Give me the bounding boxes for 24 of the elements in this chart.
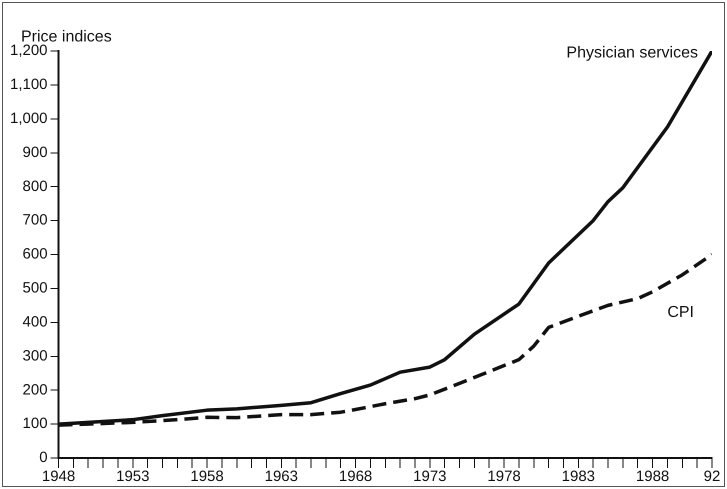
x-tick-label: 1968 [338, 468, 372, 486]
y-tick-label: 1,100 [10, 76, 48, 94]
x-tick-label: 1958 [190, 468, 224, 486]
series-label: CPI [667, 304, 694, 321]
y-tick-label: 300 [22, 347, 48, 364]
y-tick-label: 1,000 [10, 110, 48, 127]
x-tick-label: 1963 [264, 468, 298, 486]
y-tick-label: 200 [22, 381, 48, 398]
y-tick-label: 900 [22, 144, 48, 161]
y-tick-label: 800 [22, 178, 48, 195]
y-tick-label: 400 [22, 313, 48, 330]
series-label: Physician services [566, 44, 698, 62]
x-tick-label: 1988 [636, 468, 670, 486]
y-tick-label: 0 [39, 449, 48, 466]
x-tick-label: 1978 [487, 468, 521, 486]
x-tick-label: 92 [704, 468, 720, 486]
y-tick-label: 100 [22, 415, 48, 432]
y-tick-label: 500 [22, 280, 48, 297]
y-tick-label: 600 [22, 246, 48, 263]
x-tick-label: 1953 [116, 468, 150, 486]
y-tick-label: 700 [22, 212, 48, 229]
x-tick-label: 1948 [42, 468, 76, 486]
x-tick-label: 1983 [562, 468, 596, 486]
x-tick-label: 1973 [413, 468, 447, 486]
